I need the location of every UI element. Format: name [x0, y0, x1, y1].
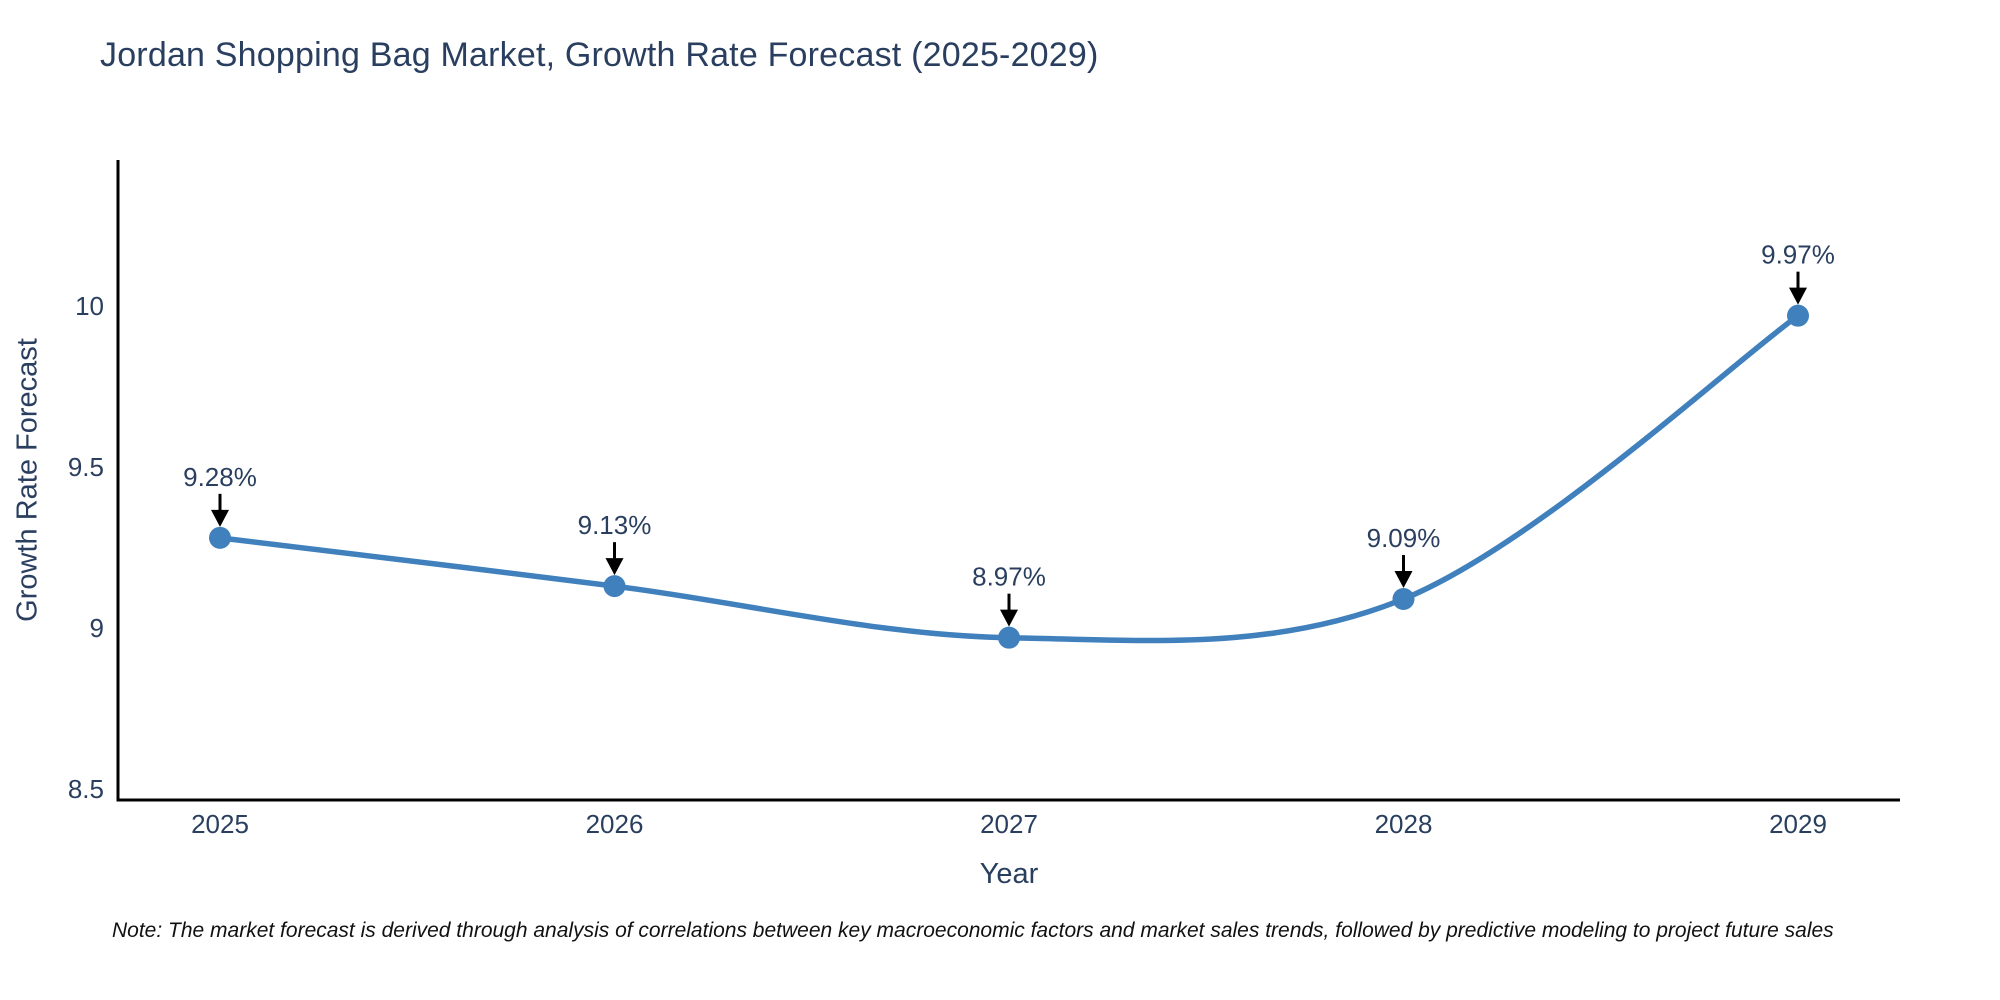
annotation-arrowhead-icon — [211, 509, 229, 527]
data-point-label: 9.09% — [1367, 523, 1441, 553]
y-tick-label: 9 — [90, 613, 104, 643]
data-point-marker[interactable] — [998, 626, 1020, 649]
annotation-arrowhead-icon — [605, 558, 624, 576]
x-tick-label: 2025 — [191, 809, 249, 839]
chart-title: Jordan Shopping Bag Market, Growth Rate … — [100, 36, 1099, 74]
data-point-marker[interactable] — [603, 575, 626, 598]
data-point-label: 9.28% — [183, 462, 257, 492]
data-point-label: 9.13% — [578, 510, 652, 540]
data-point-label: 8.97% — [972, 562, 1046, 592]
trend-line — [217, 312, 1801, 644]
annotation-arrowhead-icon — [1789, 287, 1807, 305]
annotation-arrowhead-icon — [1394, 571, 1413, 589]
y-tick-label: 10 — [75, 291, 104, 321]
annotation-arrowhead-icon — [1000, 609, 1018, 627]
x-tick-label: 2026 — [586, 809, 644, 839]
x-tick-label: 2029 — [1769, 809, 1827, 839]
data-point-marker[interactable] — [1787, 304, 1809, 327]
x-axis-title: Year — [979, 858, 1039, 890]
x-tick-label: 2027 — [980, 809, 1038, 839]
footnote: Note: The market forecast is derived thr… — [112, 919, 1834, 942]
x-tick-label: 2028 — [1375, 809, 1433, 839]
y-axis-title: Growth Rate Forecast — [11, 338, 44, 622]
data-point-label: 9.97% — [1761, 240, 1835, 270]
y-tick-label: 9.5 — [68, 452, 104, 482]
data-point-marker[interactable] — [1392, 588, 1415, 611]
y-tick-label: 8.5 — [68, 774, 104, 804]
data-point-marker[interactable] — [209, 526, 231, 549]
